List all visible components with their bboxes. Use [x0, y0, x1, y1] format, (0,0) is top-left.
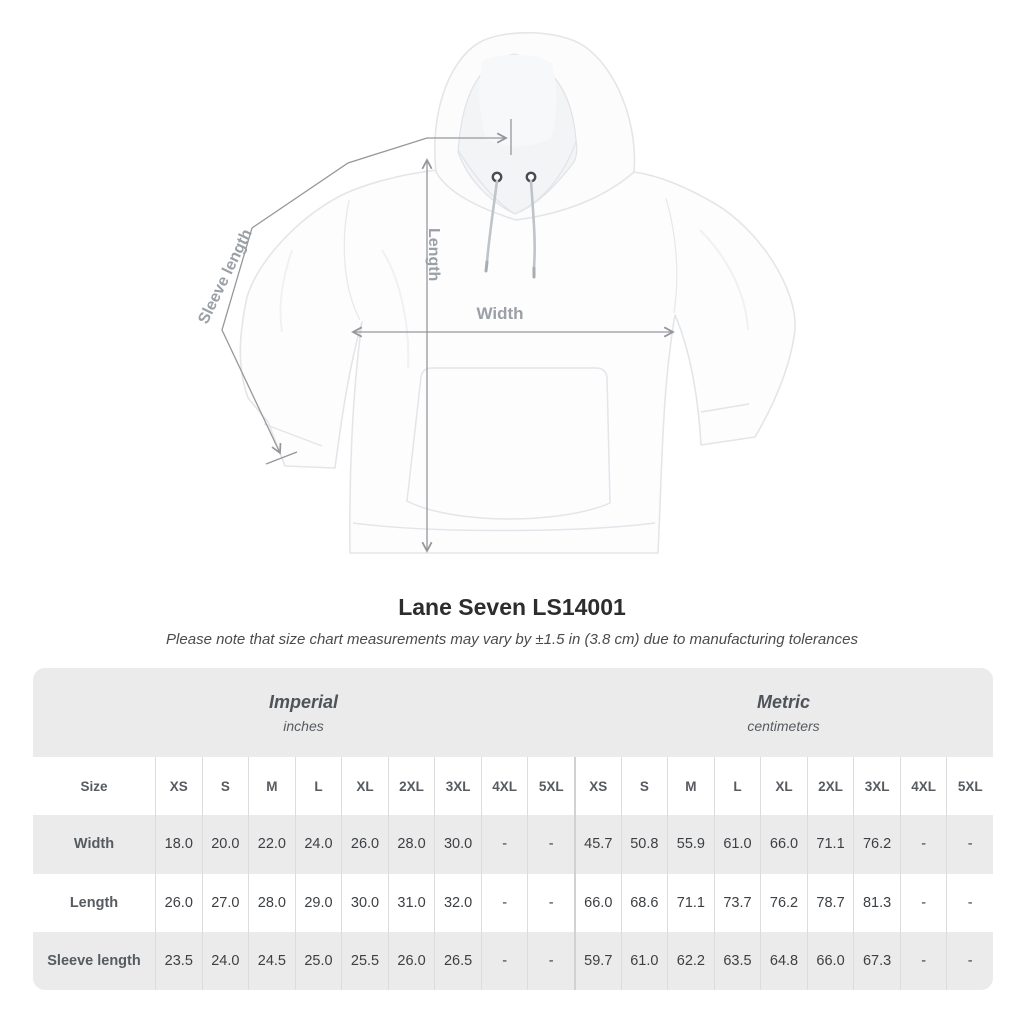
imperial-section-name: Imperial [268, 691, 339, 712]
size-header-cell: 2XL [387, 757, 435, 816]
size-header-cell: 5XL [946, 757, 993, 816]
value-cell: - [480, 873, 528, 932]
value-cell: 76.2 [853, 815, 900, 874]
value-cell: - [946, 873, 993, 932]
value-cell: 66.0 [760, 815, 807, 874]
value-cell: - [899, 873, 947, 932]
sleeve-end-tick [265, 451, 298, 465]
size-header-cell: XL [341, 757, 388, 816]
value-cell: 76.2 [760, 873, 807, 932]
value-cell: - [480, 931, 528, 990]
metric-section-name: Metric [756, 691, 810, 712]
value-cell: 23.5 [155, 931, 202, 990]
value-cell: 78.7 [806, 873, 854, 932]
title-block: Lane Seven LS14001 Please note that size… [0, 594, 1024, 648]
size-header-cell: XS [155, 757, 202, 816]
size-header-cell: 4XL [899, 757, 947, 816]
value-cell: 50.8 [620, 815, 668, 874]
value-cell: 66.0 [806, 931, 854, 990]
value-cell: 20.0 [201, 815, 249, 874]
size-header-cell: 4XL [480, 757, 528, 816]
row-stripe [33, 931, 993, 990]
value-cell: 30.0 [434, 815, 481, 874]
value-cell: 28.0 [248, 873, 295, 932]
size-header-cell: S [201, 757, 249, 816]
page-title: Lane Seven LS14001 [398, 594, 626, 620]
value-cell: 29.0 [294, 873, 342, 932]
value-cell: 26.0 [155, 873, 202, 932]
value-cell: 68.6 [620, 873, 668, 932]
value-cell: 81.3 [853, 873, 900, 932]
value-cell: - [946, 931, 993, 990]
value-cell: 22.0 [248, 815, 295, 874]
value-cell: 71.1 [667, 873, 714, 932]
value-cell: 59.7 [574, 931, 621, 990]
row-stripe [33, 815, 993, 874]
value-cell: - [899, 931, 947, 990]
value-cell: - [527, 931, 574, 990]
size-header-cell: S [620, 757, 668, 816]
size-header-cell: M [248, 757, 295, 816]
value-cell: 18.0 [155, 815, 202, 874]
length-label: Length [425, 228, 442, 281]
value-cell: 62.2 [667, 931, 714, 990]
value-cell: 24.0 [201, 931, 249, 990]
size-column-header: Size [80, 778, 108, 794]
size-header-cell: 5XL [527, 757, 574, 816]
imperial-section-header: Imperial inches [33, 668, 574, 757]
size-chart-table: Imperial inches Metric centimeters Size … [33, 668, 993, 990]
size-header-cell: L [294, 757, 342, 816]
hoodie-illustration: Width Length Sleeve length [195, 31, 796, 554]
value-cell: 66.0 [574, 873, 621, 932]
value-cell: 45.7 [574, 815, 621, 874]
size-header-cell: L [713, 757, 761, 816]
value-cell: 67.3 [853, 931, 900, 990]
value-cell: 61.0 [713, 815, 761, 874]
measurement-grid: Size XS S M L XL 2XL 3XL 4XL 5XL XS S M … [33, 757, 993, 990]
row-label-sleeve-length: Sleeve length [47, 952, 141, 969]
value-cell: 28.0 [387, 815, 435, 874]
value-cell: 27.0 [201, 873, 249, 932]
value-cell: 26.0 [387, 931, 435, 990]
value-cell: 26.0 [341, 815, 388, 874]
value-cell: 25.5 [341, 931, 388, 990]
size-header-cell: M [667, 757, 714, 816]
value-cell: - [899, 815, 947, 874]
row-label-width: Width [73, 836, 115, 853]
value-cell: 26.5 [434, 931, 481, 990]
imperial-section-unit: inches [283, 717, 324, 734]
value-cell: 64.8 [760, 931, 807, 990]
metric-section-unit: centimeters [747, 717, 820, 734]
size-header-cell: XS [574, 757, 621, 816]
value-cell: 25.0 [294, 931, 342, 990]
value-cell: - [527, 815, 574, 874]
size-header-cell: 3XL [434, 757, 481, 816]
sleeve-length-arrow [221, 138, 506, 453]
drawstring-right [529, 179, 536, 270]
value-cell: 63.5 [713, 931, 761, 990]
value-cell: 30.0 [341, 873, 388, 932]
value-cell: 73.7 [713, 873, 761, 932]
section-header-band [33, 668, 993, 757]
row-label-length: Length [69, 894, 119, 911]
value-cell: 32.0 [434, 873, 481, 932]
value-cell: 55.9 [667, 815, 714, 874]
value-cell: - [480, 815, 528, 874]
size-header-cell: XL [760, 757, 807, 816]
hoodie-pocket [406, 367, 611, 520]
value-cell: - [946, 815, 993, 874]
value-cell: 61.0 [620, 931, 668, 990]
size-header-cell: 3XL [853, 757, 900, 816]
value-cell: - [527, 873, 574, 932]
metric-section-header: Metric centimeters [574, 668, 993, 757]
unit-sections: Imperial inches Metric centimeters [33, 668, 993, 757]
value-cell: 71.1 [806, 815, 854, 874]
width-label: Width [476, 304, 523, 323]
value-cell: 24.0 [294, 815, 342, 874]
size-header-cell: 2XL [806, 757, 854, 816]
tolerance-disclaimer: Please note that size chart measurements… [166, 631, 858, 648]
value-cell: 31.0 [387, 873, 435, 932]
value-cell: 24.5 [248, 931, 295, 990]
